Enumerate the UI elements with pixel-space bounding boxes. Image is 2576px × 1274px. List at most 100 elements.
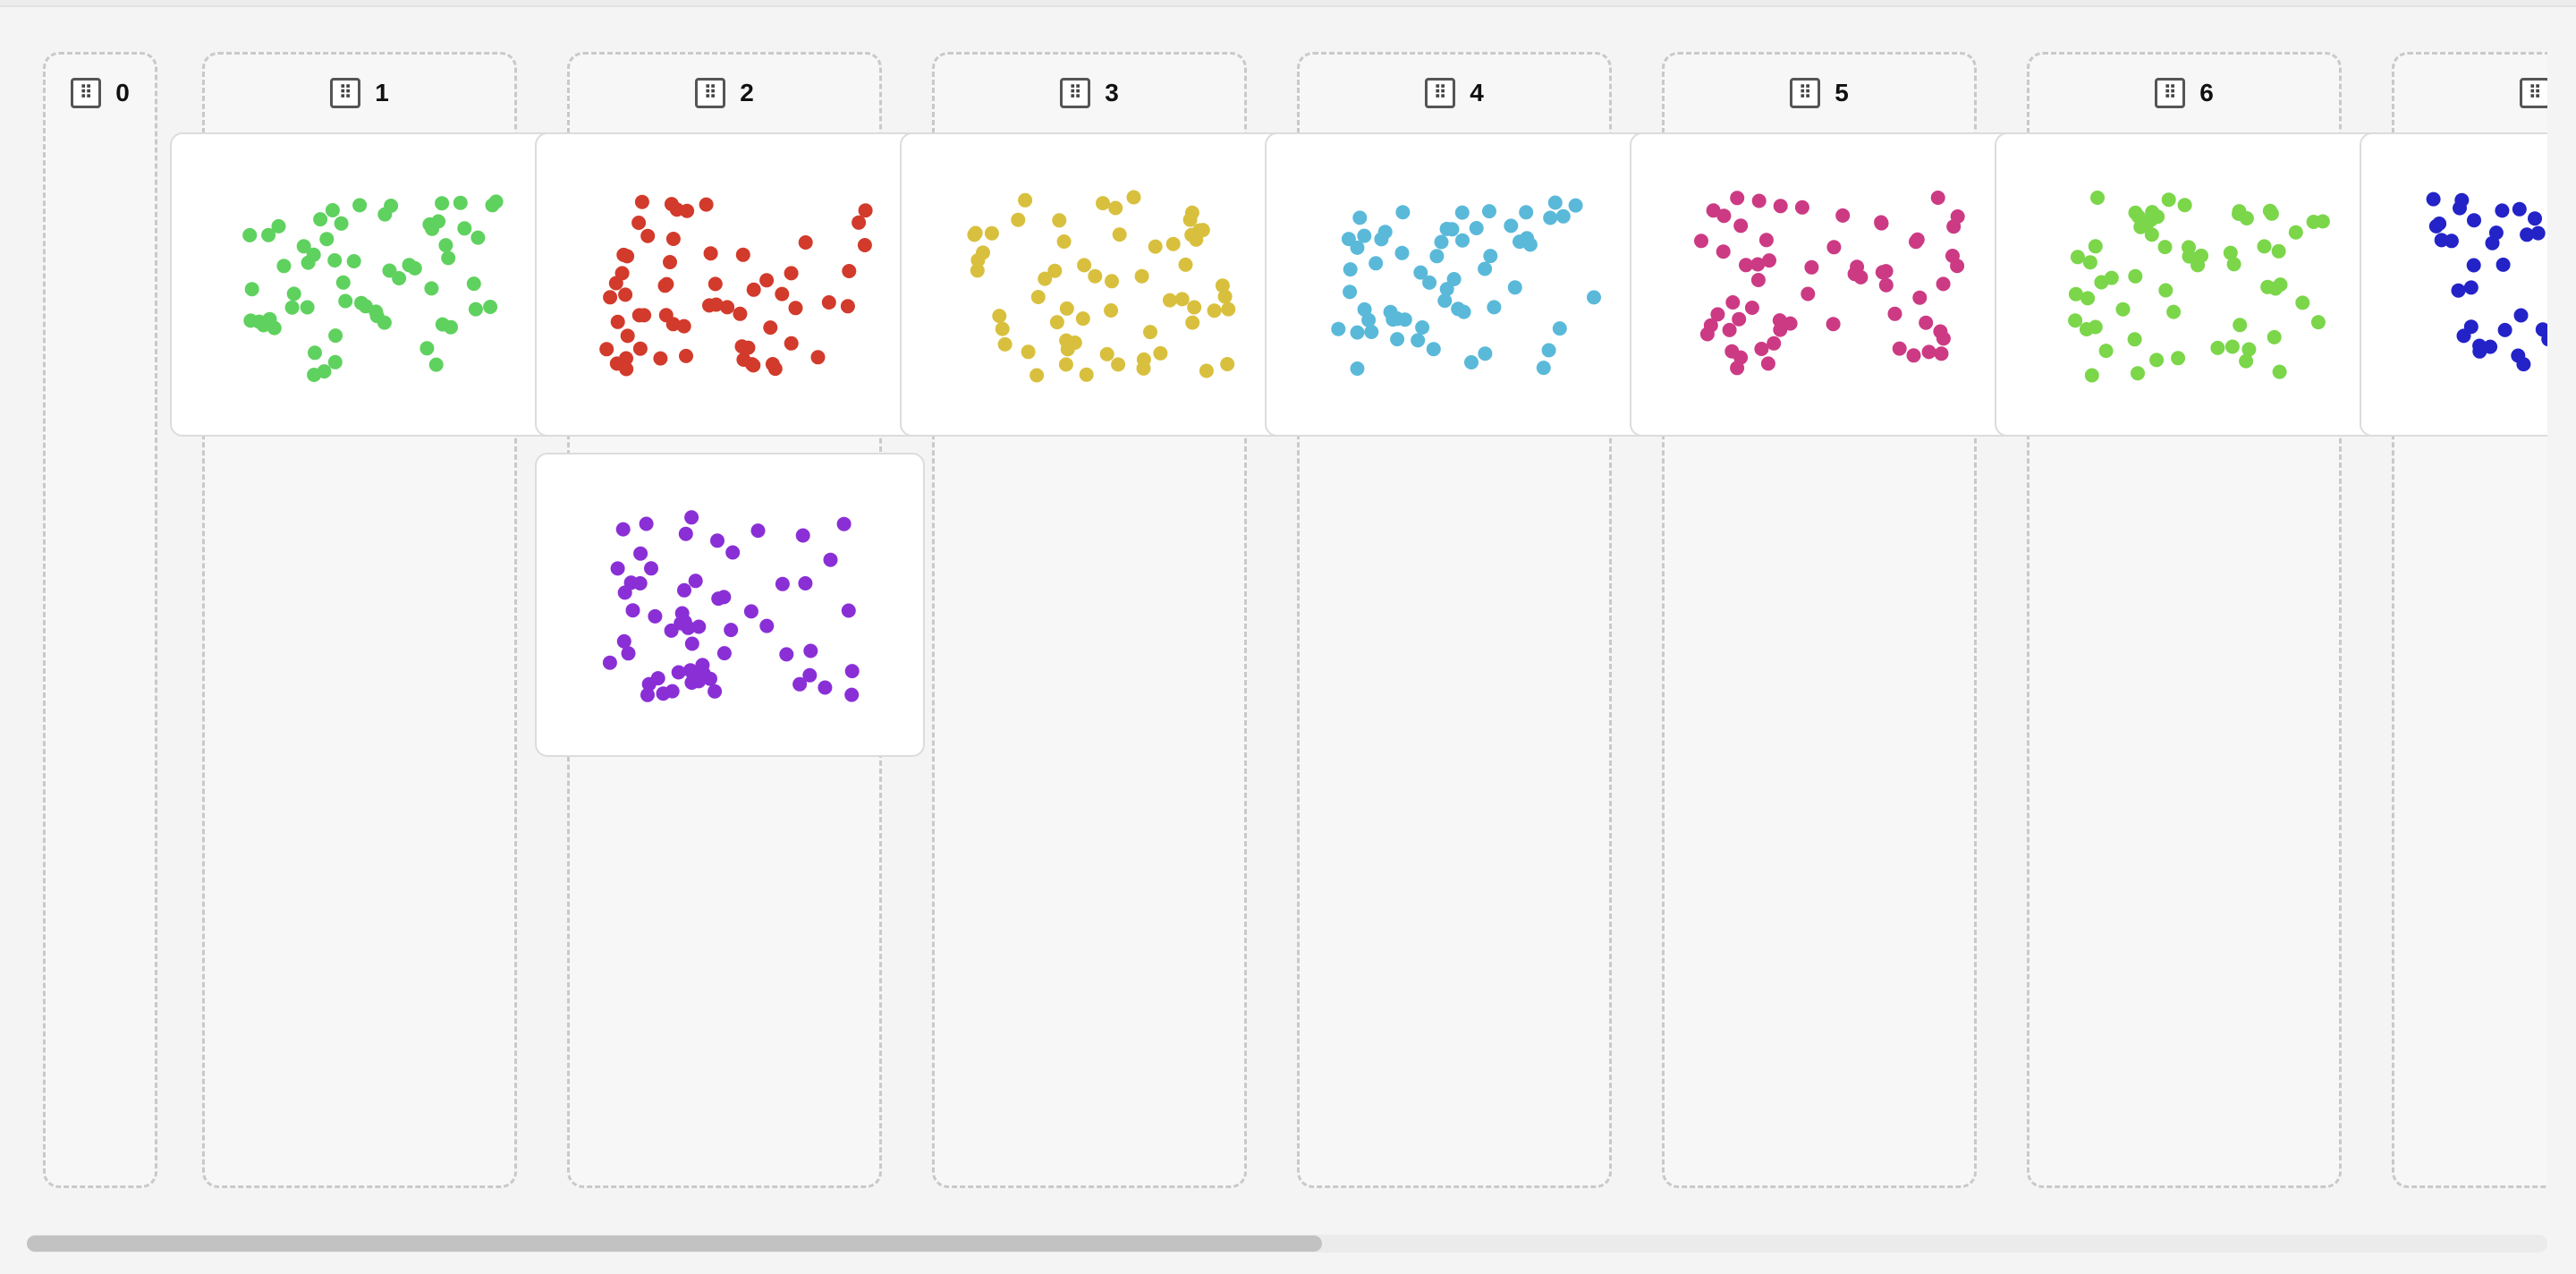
scatter-dot (2264, 206, 2279, 221)
scatter-dot (1341, 232, 1356, 247)
scatter-dot (708, 684, 723, 699)
scatter-dot (759, 273, 775, 288)
scatter-dot (1446, 272, 1462, 286)
scatter-dot (325, 203, 340, 217)
scatter-dot (1394, 245, 1410, 260)
scatter-dot (1536, 361, 1551, 376)
scatter-dot (1487, 300, 1502, 315)
scatter-dot (2512, 201, 2527, 217)
scatter-dot (2224, 339, 2240, 354)
scatter-card[interactable] (900, 132, 1290, 437)
column-label: 5 (1835, 79, 1849, 106)
scatter-dot (802, 667, 818, 683)
scatter-card[interactable] (1995, 132, 2385, 437)
scatter-dot (2444, 234, 2459, 249)
scatter-dot (2171, 351, 2186, 366)
scatter-dot (653, 351, 668, 366)
scatter-dot (725, 545, 741, 560)
scatter-dot (308, 345, 322, 361)
scatter-card[interactable] (1265, 132, 1655, 437)
drag-handle-icon[interactable]: ⠿ (2520, 78, 2547, 108)
scatter-dot (2530, 225, 2546, 241)
scatter-dot (2513, 308, 2529, 323)
scatter-dot (1541, 343, 1556, 358)
scatter-dot (710, 533, 724, 548)
scatter-dot (640, 687, 655, 702)
scatter-dot (301, 255, 316, 270)
column-header: ⠿ 5 (1665, 75, 1974, 111)
drag-handle-icon[interactable]: ⠿ (330, 78, 361, 108)
drag-handle-icon[interactable]: ⠿ (1425, 78, 1456, 108)
scatter-dot (296, 239, 311, 254)
scatter-dot (1220, 357, 1235, 371)
scatter-dot (658, 308, 674, 323)
scatter-dot (1733, 350, 1749, 365)
scatter-dot (2157, 240, 2173, 255)
scatter-dot (1482, 204, 1496, 219)
scatter-dot (852, 215, 867, 230)
scatter-dot (1750, 257, 1766, 272)
scatter-dot (784, 335, 799, 351)
scatter-dot (724, 623, 739, 638)
scatter-dot (803, 643, 818, 658)
scatter-card[interactable] (535, 132, 925, 437)
scatter-dot (483, 300, 498, 314)
scatter-dot (615, 522, 631, 537)
scatter-card[interactable] (170, 132, 560, 437)
scatter-dot (244, 282, 259, 297)
scatter-dot (1162, 293, 1177, 308)
scatter-dot (671, 665, 686, 680)
scatter-dot (1099, 346, 1114, 361)
scatter-dot (2098, 344, 2114, 359)
scatter-dot (678, 526, 693, 541)
column-header: ⠿ 7 (2394, 75, 2547, 111)
scatter-thumbnail (2426, 191, 2547, 372)
scatter-dot (1352, 210, 1368, 225)
scatter-dot (1374, 232, 1389, 247)
scatter-dot (679, 348, 693, 363)
drag-handle-icon[interactable]: ⠿ (695, 78, 726, 108)
scatter-dot (1343, 285, 1358, 300)
scatter-dot (1030, 368, 1045, 383)
scatter-dot (2497, 322, 2512, 337)
scrollbar-thumb[interactable] (27, 1236, 1322, 1252)
scatter-thumbnail (2068, 191, 2330, 383)
scatter-dot (262, 311, 277, 327)
scatter-dot (317, 364, 332, 379)
scatter-dot (688, 573, 703, 589)
scatter-dot (1716, 208, 1732, 224)
scatter-dot (2115, 302, 2131, 317)
scatter-dot (2232, 204, 2247, 219)
scatter-dot (1126, 190, 1141, 205)
scatter-dot (1059, 333, 1074, 348)
scatter-dot (2520, 227, 2535, 242)
scatter-card[interactable] (1630, 132, 2020, 437)
drag-handle-icon[interactable]: ⠿ (1790, 78, 1821, 108)
column-label: 4 (1470, 79, 1484, 106)
scatter-dot (1059, 301, 1074, 316)
scatter-dot (1783, 316, 1798, 331)
scatter-dot (2210, 340, 2225, 355)
drag-handle-icon[interactable]: ⠿ (71, 78, 102, 108)
scatter-dot (271, 218, 286, 234)
scatter-dot (2127, 332, 2142, 347)
scatter-dot (402, 258, 417, 273)
scatter-dot (1794, 200, 1809, 215)
scatter-dot (684, 665, 699, 680)
scatter-dot (1483, 249, 1498, 264)
column-label: 3 (1105, 79, 1119, 106)
drag-handle-icon[interactable]: ⠿ (2155, 78, 2186, 108)
drag-handle-icon[interactable]: ⠿ (1060, 78, 1091, 108)
scatter-dot (1733, 218, 1749, 234)
scatter-card[interactable] (535, 453, 925, 757)
scatter-dot (1439, 282, 1454, 297)
scatter-dot (1056, 234, 1072, 249)
scatter-dot (1547, 195, 1563, 210)
scatter-card[interactable] (2360, 132, 2547, 437)
scatter-dot (2273, 277, 2288, 293)
column-0[interactable]: ⠿ 0 (43, 52, 157, 1188)
scatter-dot (1079, 367, 1094, 382)
scatter-dot (1722, 322, 1737, 337)
scatter-dot (810, 350, 826, 365)
scatter-dot (720, 300, 735, 315)
